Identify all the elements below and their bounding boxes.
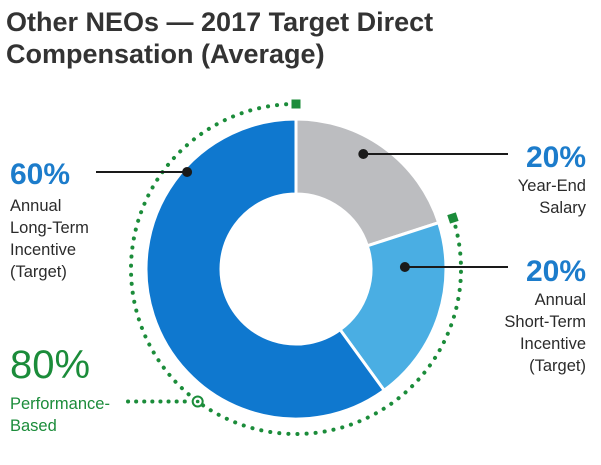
slice-label-long-term-line-3: Incentive bbox=[10, 241, 76, 259]
performance-based-ring-center bbox=[195, 399, 200, 404]
slice-label-long-term: 60% Annual Long-Term Incentive (Target) bbox=[10, 158, 89, 281]
slice-long-term-leader-dot bbox=[182, 167, 193, 177]
slice-percent-salary: 20% bbox=[526, 141, 586, 174]
slice-short-term-leader-dot bbox=[399, 262, 410, 272]
chart-title: Other NEOs — 2017 Target Direct Compensa… bbox=[6, 7, 433, 69]
slice-label-short-term-line-4: (Target) bbox=[529, 357, 586, 375]
slice-salary-leader-dot bbox=[358, 149, 369, 159]
slice-label-short-term-line-3: Incentive bbox=[520, 335, 586, 353]
slice-label-long-term-line-4: (Target) bbox=[10, 263, 67, 281]
slice-label-long-term-line-1: Annual bbox=[10, 197, 61, 215]
slice-long-term bbox=[144, 117, 387, 421]
slice-label-salary-line-1: Year-End bbox=[518, 177, 586, 195]
slice-label-salary-line-2: Salary bbox=[539, 199, 587, 217]
slice-label-long-term-line-2: Long-Term bbox=[10, 219, 89, 237]
performance-based-percent: 80% bbox=[10, 343, 90, 387]
donut-slices bbox=[144, 117, 448, 421]
arc-end-marker bbox=[291, 99, 301, 109]
slice-salary bbox=[294, 117, 441, 248]
leader-lines bbox=[96, 149, 508, 272]
chart-title-line-1: Other NEOs — 2017 Target Direct bbox=[6, 7, 433, 37]
slice-percent-short-term: 20% bbox=[526, 255, 586, 288]
performance-based-label: 80% Performance- Based bbox=[10, 343, 110, 435]
slice-label-short-term-line-1: Annual bbox=[535, 291, 586, 309]
performance-based-label-line-2: Based bbox=[10, 417, 57, 435]
slice-label-short-term-line-2: Short-Term bbox=[504, 313, 586, 331]
chart-title-line-2: Compensation (Average) bbox=[6, 39, 325, 69]
arc-start-marker bbox=[447, 212, 459, 224]
slice-short-term bbox=[337, 220, 448, 393]
slice-label-short-term: 20% Annual Short-Term Incentive (Target) bbox=[504, 255, 586, 375]
slice-label-salary: 20% Year-End Salary bbox=[518, 141, 587, 217]
slice-percent-long-term: 60% bbox=[10, 158, 70, 191]
performance-based-arc bbox=[126, 99, 463, 436]
performance-based-label-line-1: Performance- bbox=[10, 395, 110, 413]
